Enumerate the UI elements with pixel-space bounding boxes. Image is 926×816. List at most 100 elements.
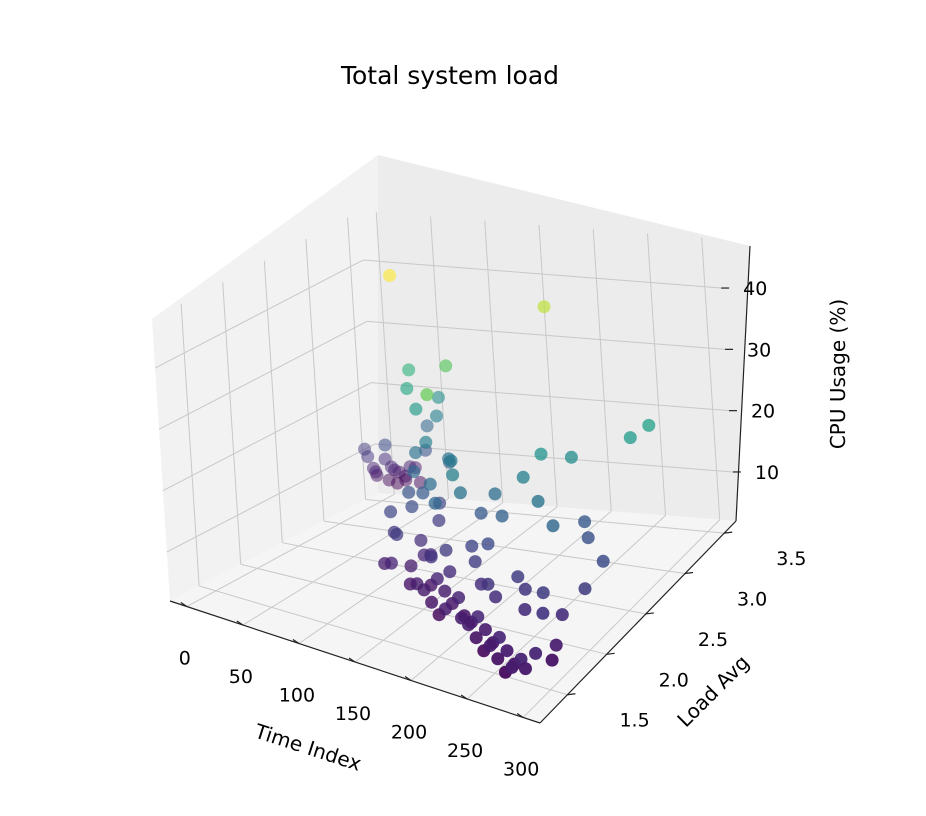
scatter-point	[462, 618, 476, 632]
scatter-point	[492, 630, 506, 644]
grid-line-x-back	[375, 212, 395, 495]
scatter-point	[419, 435, 433, 449]
scatter-point	[430, 572, 444, 586]
scatter-point	[414, 533, 428, 547]
grid-line-x-back	[430, 216, 450, 499]
y-tick-mark	[684, 571, 694, 575]
grid-line-x-back	[484, 220, 504, 503]
scatter-point	[407, 465, 421, 479]
scatter-point	[420, 419, 434, 433]
scatter-point	[431, 390, 445, 404]
x-tick-label: 100	[279, 685, 315, 707]
scatter-point	[623, 431, 637, 445]
scatter-point	[468, 555, 482, 569]
z-tick-label: 30	[747, 339, 771, 361]
scatter-point	[439, 543, 453, 557]
y-tick-label: 2.0	[659, 669, 689, 691]
grid-line-y-floor	[240, 563, 607, 655]
scatter-point	[361, 450, 375, 464]
scatter-point	[390, 528, 404, 541]
scatter-point	[500, 644, 514, 658]
scatter-point	[511, 570, 525, 584]
scatter-point	[518, 603, 532, 616]
z-tick-label: 20	[751, 401, 775, 423]
x-tick-label: 0	[179, 648, 191, 670]
grid-line-z-left	[162, 382, 372, 492]
x-tick-mark	[516, 712, 524, 718]
x-tick-mark	[236, 620, 244, 626]
y-tick-mark	[567, 693, 576, 696]
scatter-point	[545, 653, 559, 667]
scatter-point	[488, 487, 502, 501]
grid-line-x-back	[592, 229, 612, 512]
scatter-point	[581, 531, 595, 545]
grid-line-y-floor	[323, 520, 686, 575]
y-tick-label: 1.5	[619, 710, 649, 732]
scatter-point	[536, 606, 550, 620]
scatter-point	[529, 646, 543, 660]
grid-line-y-left	[222, 282, 242, 565]
grid-line-x-floor	[466, 515, 666, 700]
scatter-point	[405, 500, 419, 514]
grid-line-z-back	[363, 259, 722, 289]
chart-title: Total system load	[340, 61, 559, 90]
grid-line-x-floor	[298, 502, 504, 644]
y-axis-line	[539, 520, 737, 724]
grid-line-x-floor	[410, 510, 612, 681]
scatter-point	[438, 602, 452, 616]
scatter-point	[474, 506, 488, 520]
scatter-point	[382, 473, 396, 487]
scatter-point	[453, 486, 467, 500]
grid-line-z-left	[166, 443, 376, 553]
x-tick-label: 200	[391, 721, 427, 743]
scatter-point	[465, 539, 479, 553]
scatter-point	[578, 515, 592, 529]
grid-line-z-back	[374, 443, 733, 473]
scatter-point	[438, 584, 452, 598]
grid-line-x-back	[701, 237, 721, 520]
scatter-point	[439, 359, 453, 373]
scatter-point	[432, 514, 446, 527]
x-axis-label: Time Index	[251, 719, 364, 776]
scatter-point	[404, 559, 418, 573]
z-axis-line	[735, 245, 751, 522]
x-tick-mark	[460, 694, 468, 700]
scatter-point	[400, 382, 414, 395]
scatter-point	[483, 639, 497, 652]
grid-line-x-back	[646, 233, 666, 516]
scatter-point	[495, 509, 509, 523]
scatter-point	[546, 519, 560, 533]
pane-back	[378, 155, 750, 521]
scatter-point	[478, 623, 492, 637]
scatter-point	[642, 418, 656, 432]
scatter-point	[402, 363, 416, 377]
scatter-point	[505, 660, 519, 674]
scatter-point	[366, 461, 380, 475]
x-tick-label: 150	[335, 703, 371, 725]
grid-line-x-floor	[354, 506, 558, 663]
scatter-point	[402, 485, 416, 499]
scatter-point	[481, 537, 495, 551]
scatter-point	[420, 388, 434, 402]
scatter-point	[452, 591, 466, 605]
scatter-point	[417, 583, 431, 597]
grid-line-z-left	[154, 259, 364, 369]
x-tick-mark	[180, 602, 188, 608]
x-tick-mark	[404, 675, 412, 681]
y-tick-label: 3.0	[737, 589, 767, 611]
scatter-point	[378, 438, 392, 452]
scatter-point	[518, 582, 532, 596]
scatter-point	[596, 554, 610, 568]
y-tick-mark	[724, 531, 733, 534]
grid-line-y-left	[263, 260, 283, 543]
scatter-point	[534, 447, 548, 461]
x-tick-mark	[348, 657, 356, 663]
scatter-point	[409, 446, 423, 460]
grid-line-z-left	[158, 320, 368, 430]
scatter-point	[491, 652, 505, 666]
grid-line-y-left	[305, 239, 325, 522]
scatter-point	[536, 586, 550, 600]
scatter-point	[383, 269, 397, 282]
scatter-point	[384, 556, 398, 570]
